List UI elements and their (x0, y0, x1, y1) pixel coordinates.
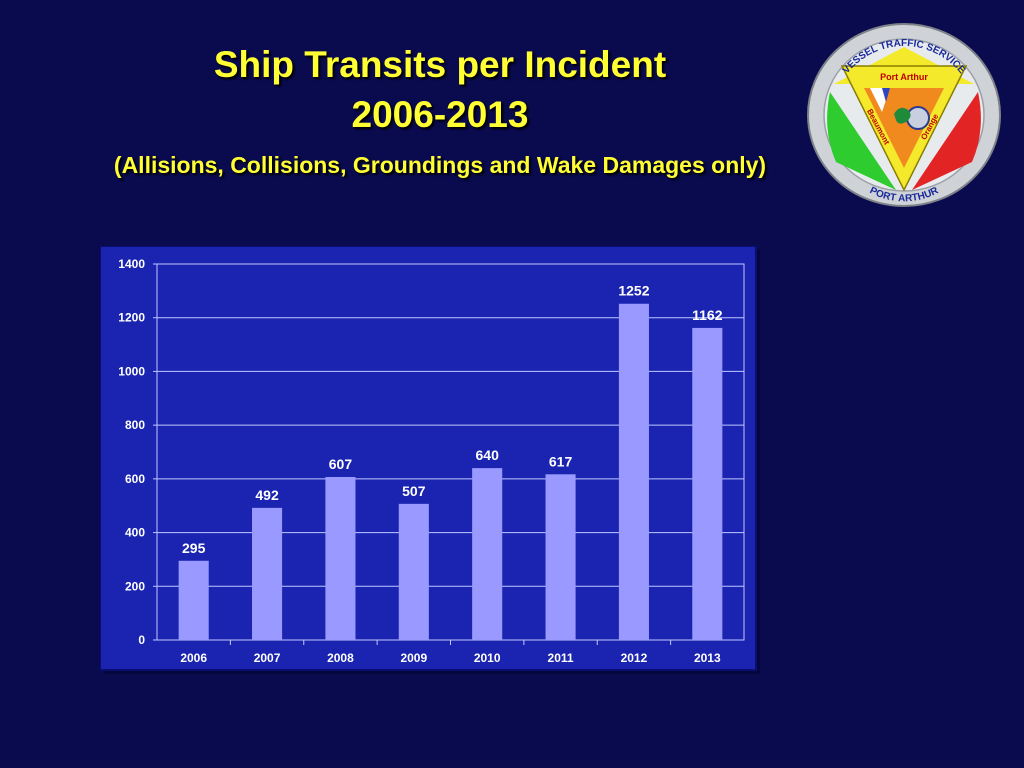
y-tick-label: 1000 (118, 364, 145, 378)
bar-2009 (398, 503, 429, 640)
data-label-2012: 1252 (618, 283, 649, 299)
y-tick-label: 0 (138, 633, 145, 647)
x-tick-label: 2012 (621, 651, 648, 665)
logo-banner-text: Port Arthur (880, 72, 928, 82)
data-labels: 295 492 607 507 640 617 1252 1162 (182, 283, 723, 556)
data-label-2007: 492 (255, 487, 279, 503)
x-tick-label: 2011 (548, 651, 574, 665)
bar-2008 (325, 476, 356, 640)
bar-2013 (692, 327, 723, 640)
bar-chart: 0 200 400 600 800 1000 1200 1400 295 492 607 507 64… (100, 246, 760, 674)
x-tick-label: 2008 (327, 651, 354, 665)
data-label-2010: 640 (476, 447, 500, 463)
bar-2006 (178, 560, 209, 640)
y-tick-label: 200 (125, 579, 145, 593)
data-label-2006: 295 (182, 540, 206, 556)
bars (178, 303, 723, 640)
x-tick-label: 2013 (694, 651, 721, 665)
y-tick-label: 600 (125, 472, 145, 486)
y-tick-label: 1200 (118, 311, 145, 325)
x-tick-label: 2006 (180, 651, 207, 665)
x-tick-label: 2007 (254, 651, 281, 665)
y-tick-label: 800 (125, 418, 145, 432)
bar-2011 (545, 474, 576, 640)
logo-dragon-emblem (894, 107, 911, 124)
data-label-2013: 1162 (692, 307, 723, 323)
bar-2010 (472, 468, 503, 640)
y-tick-label: 1400 (118, 257, 145, 271)
bar-2007 (252, 507, 283, 640)
logo-green-segment (827, 92, 896, 190)
bar-2012 (618, 303, 649, 640)
data-label-2009: 507 (402, 483, 426, 499)
y-tick-label: 400 (125, 526, 145, 540)
x-tick-label: 2010 (474, 651, 501, 665)
chart-year-range: 2006-2013 (351, 94, 529, 135)
vts-port-arthur-logo: VESSEL TRAFFIC SERVICE PORT ARTHUR Port … (807, 23, 1001, 207)
data-label-2011: 617 (549, 453, 573, 469)
plot-area (156, 263, 745, 641)
x-axis-ticks: 2006 2007 2008 2009 2010 2011 2012 2013 (180, 640, 721, 665)
chart-title: Ship Transits per Incident (213, 44, 667, 85)
data-label-2008: 607 (329, 456, 353, 472)
logo-red-segment (912, 92, 981, 190)
y-axis-ticks: 0 200 400 600 800 1000 1200 1400 (118, 257, 157, 647)
x-tick-label: 2009 (400, 651, 427, 665)
chart-subtitle: (Allisions, Collisions, Groundings and W… (113, 152, 767, 178)
